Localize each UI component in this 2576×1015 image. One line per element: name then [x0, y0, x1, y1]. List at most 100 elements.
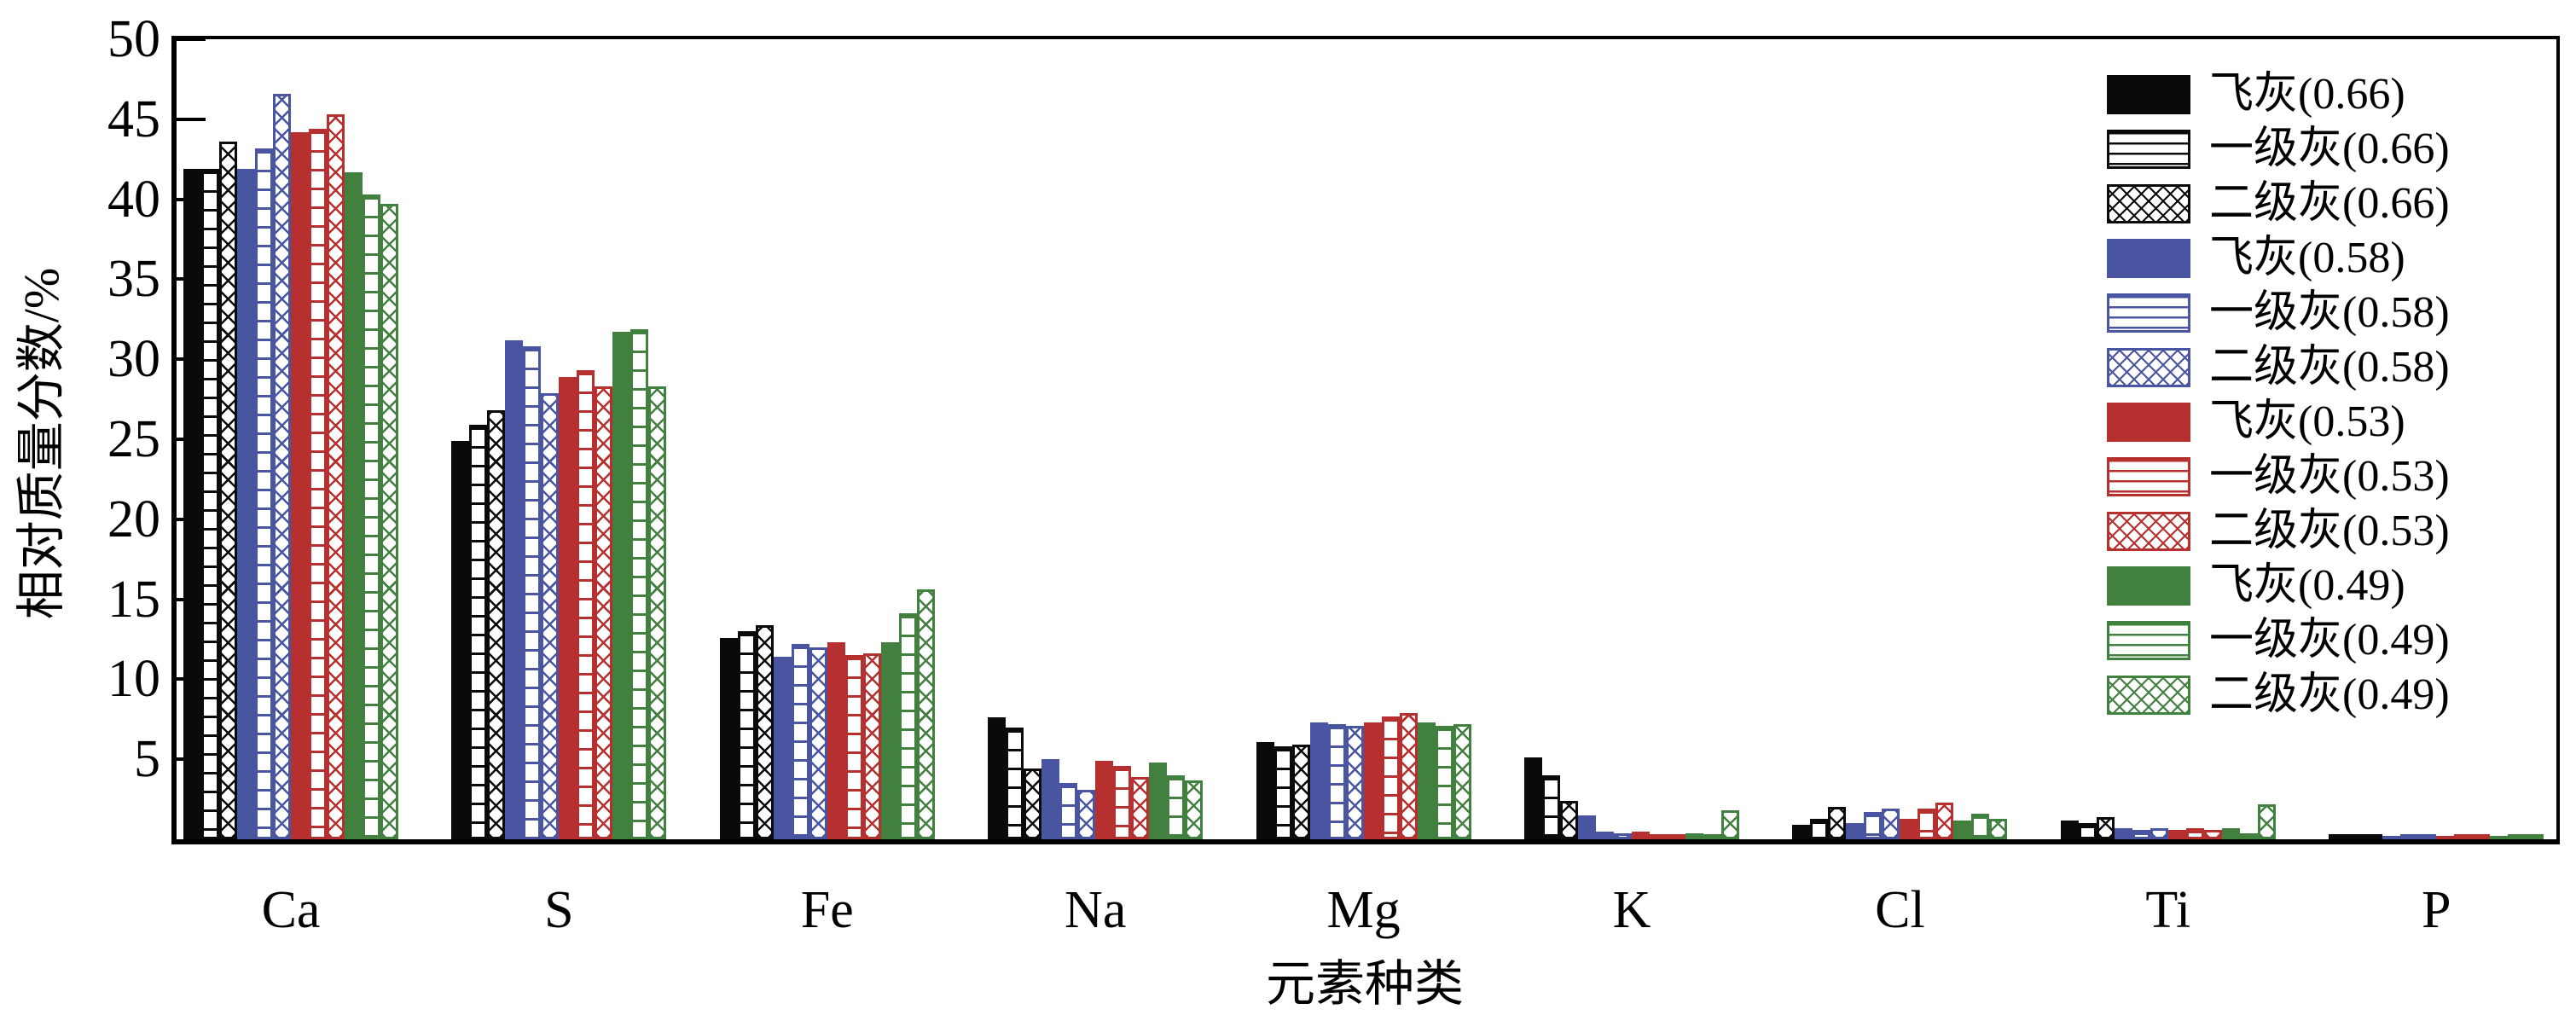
bar — [2347, 834, 2365, 839]
legend-label: 飞灰(0.53) — [2209, 397, 2405, 446]
bar-group-Ti — [2060, 803, 2276, 839]
legend-label: 飞灰(0.58) — [2209, 234, 2405, 282]
bar — [1327, 723, 1346, 839]
bar — [559, 376, 577, 839]
bar — [1953, 820, 1972, 839]
bar — [219, 142, 237, 839]
y-tick-label: 20 — [107, 490, 160, 548]
bar-group-P — [2329, 834, 2544, 839]
bar — [2329, 834, 2347, 839]
bar — [1399, 712, 1418, 839]
y-tick-label: 50 — [107, 10, 160, 68]
legend-item: 飞灰(0.58) — [2107, 234, 2450, 282]
bar-group-S — [451, 328, 667, 839]
bar — [1131, 776, 1150, 839]
bar-group-Mg — [1256, 712, 1471, 839]
y-tick-label: 15 — [107, 570, 160, 629]
bar — [2132, 829, 2150, 839]
legend-item: 飞灰(0.53) — [2107, 397, 2450, 446]
bar — [2508, 834, 2527, 839]
legend-label: 飞灰(0.66) — [2209, 70, 2405, 119]
legend-label: 二级灰(0.49) — [2209, 670, 2450, 719]
x-tick-label: Na — [1065, 881, 1127, 939]
bar — [827, 642, 845, 839]
legend: 飞灰(0.66) 一级灰(0.66) 二级灰(0.66) 飞灰(0.58) 一级灰(0.… — [2107, 70, 2450, 730]
legend-item: 二级灰(0.53) — [2107, 507, 2450, 555]
legend-item: 二级灰(0.66) — [2107, 182, 2450, 226]
bar — [2382, 836, 2401, 839]
legend-swatch — [2107, 566, 2190, 606]
bar — [1828, 807, 1847, 839]
bar — [1614, 832, 1632, 839]
bar — [2167, 829, 2186, 839]
bar — [487, 410, 506, 839]
legend-label: 一级灰(0.49) — [2209, 616, 2450, 664]
bar — [2221, 827, 2240, 839]
bar — [1149, 762, 1168, 839]
y-tick-label: 40 — [107, 170, 160, 229]
bar — [1309, 722, 1328, 839]
bar — [1453, 723, 1471, 839]
bar — [1792, 825, 1811, 839]
bar — [862, 653, 881, 839]
bar — [719, 637, 738, 839]
bar — [1113, 765, 1132, 839]
bar — [309, 129, 327, 839]
bar — [327, 114, 345, 839]
bar — [1024, 768, 1042, 839]
bar — [1185, 780, 1204, 839]
bar — [1041, 759, 1060, 839]
bar — [2060, 820, 2079, 839]
bar — [541, 392, 560, 839]
x-tick-label: Fe — [800, 881, 854, 939]
bar — [612, 332, 631, 839]
bar — [1846, 823, 1865, 839]
x-tick-label: Cl — [1875, 881, 1925, 939]
legend-swatch — [2107, 239, 2190, 278]
bar — [1291, 745, 1310, 839]
legend-label: 二级灰(0.53) — [2209, 507, 2450, 555]
x-tick-label: K — [1612, 881, 1651, 939]
legend-swatch — [2107, 676, 2190, 715]
bar — [916, 589, 935, 839]
bar — [2114, 827, 2132, 839]
bar-group-Fe — [719, 589, 935, 839]
bar — [844, 655, 863, 839]
bar — [380, 204, 398, 839]
legend-label: 飞灰(0.49) — [2209, 561, 2405, 610]
bar — [2364, 834, 2383, 839]
bar — [880, 642, 899, 839]
y-tick-label: 5 — [134, 730, 160, 789]
bar — [1560, 800, 1578, 839]
bar — [2203, 829, 2222, 839]
bar — [363, 194, 380, 839]
x-tick-label: Ca — [261, 881, 321, 939]
y-tick-label: 45 — [107, 90, 160, 148]
y-tick — [177, 38, 206, 41]
bar — [791, 644, 809, 839]
legend-swatch — [2107, 130, 2190, 169]
y-tick-label: 25 — [107, 410, 160, 468]
bar — [2400, 834, 2419, 839]
bar — [1989, 818, 2008, 839]
legend-swatch — [2107, 512, 2190, 551]
legend-label: 一级灰(0.66) — [2209, 125, 2450, 173]
bar — [2096, 816, 2115, 839]
bar — [648, 386, 667, 839]
bar — [523, 346, 542, 839]
bar — [2239, 832, 2258, 839]
bar — [183, 168, 201, 839]
bar — [1596, 831, 1614, 839]
bar — [273, 93, 291, 839]
bar — [1363, 722, 1382, 839]
bar — [1935, 802, 1954, 839]
legend-swatch — [2107, 403, 2190, 442]
bar — [1685, 832, 1703, 839]
bar — [1882, 809, 1900, 839]
legend-item: 一级灰(0.53) — [2107, 452, 2450, 501]
legend-item: 飞灰(0.49) — [2107, 561, 2450, 610]
legend-item: 一级灰(0.66) — [2107, 125, 2450, 173]
legend-label: 一级灰(0.53) — [2209, 452, 2450, 501]
bar — [2472, 834, 2491, 839]
